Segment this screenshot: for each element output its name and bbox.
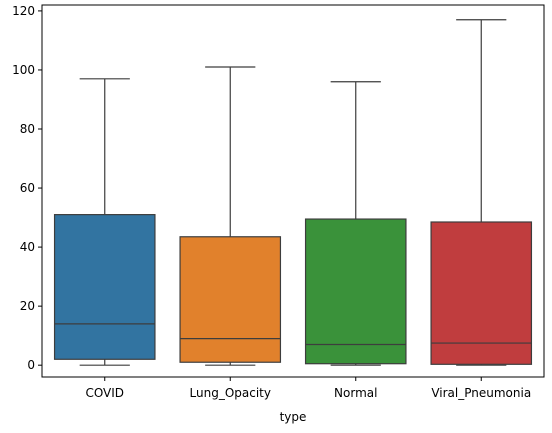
y-tick-label: 20 (20, 299, 35, 313)
iqr-box (179, 236, 282, 363)
box-covid (53, 78, 156, 366)
iqr-box (304, 218, 407, 365)
boxes-layer (53, 19, 533, 366)
iqr-box (430, 221, 533, 365)
y-tick-label: 40 (20, 240, 35, 254)
x-tick-label: Normal (334, 386, 377, 400)
x-tick-label: Lung_Opacity (190, 386, 271, 400)
box-viral-pneumonia (430, 19, 533, 366)
x-tick-label: Viral_Pneumonia (431, 386, 531, 400)
y-tick-label: 120 (12, 4, 35, 18)
y-tick-label: 80 (20, 122, 35, 136)
y-tick-label: 100 (12, 63, 35, 77)
box-normal (304, 81, 407, 366)
iqr-box (53, 214, 156, 360)
x-axis-title: type (280, 410, 307, 424)
x-axis: COVID Lung_Opacity Normal Viral_Pneumonia (85, 377, 531, 400)
plot-frame (41, 4, 545, 378)
y-tick-label: 0 (27, 358, 35, 372)
y-axis: 0 20 40 60 80 100 120 (12, 4, 42, 372)
y-tick-label: 60 (20, 181, 35, 195)
box-lung-opacity (179, 66, 282, 366)
x-tick-label: COVID (85, 386, 124, 400)
